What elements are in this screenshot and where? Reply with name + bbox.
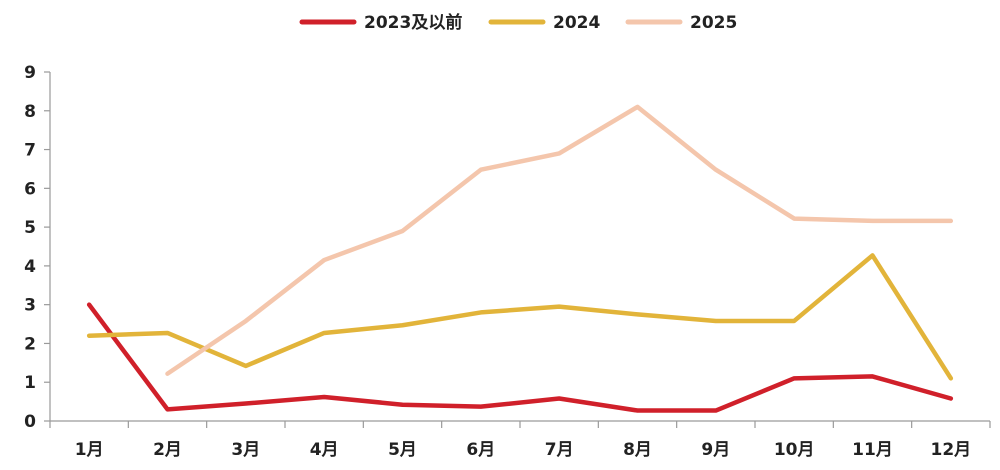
legend-item: 2024 bbox=[488, 13, 600, 33]
legend-label: 2025 bbox=[690, 13, 737, 33]
legend-item: 2025 bbox=[625, 13, 737, 33]
legend-item: 2023及以前 bbox=[299, 12, 462, 33]
x-tick-label: 11月 bbox=[852, 440, 893, 460]
legend-label: 2023及以前 bbox=[364, 12, 462, 33]
x-tick-label: 3月 bbox=[231, 440, 260, 460]
x-tick-label: 5月 bbox=[388, 440, 417, 460]
series-line bbox=[165, 104, 954, 376]
series-line bbox=[86, 302, 954, 413]
y-tick-label: 0 bbox=[24, 412, 36, 432]
x-tick-label: 8月 bbox=[623, 440, 652, 460]
x-tick-label: 12月 bbox=[930, 440, 971, 460]
x-tick-label: 2月 bbox=[153, 440, 182, 460]
chart-legend: 2023及以前 2024 2025 bbox=[299, 12, 737, 33]
y-tick-label: 6 bbox=[24, 179, 36, 199]
x-tick-label: 6月 bbox=[466, 440, 495, 460]
x-axis: 1月 2月 3月 4月 5月 6月 7月 8月 9月 10月 11月 12月 bbox=[49, 420, 991, 460]
y-tick-label: 9 bbox=[24, 63, 36, 83]
x-tick-label: 7月 bbox=[545, 440, 574, 460]
x-tick-label: 9月 bbox=[701, 440, 730, 460]
y-axis: 0 1 2 3 4 5 6 7 8 9 bbox=[24, 63, 51, 432]
y-tick-label: 4 bbox=[24, 257, 36, 277]
series-0 bbox=[86, 302, 954, 413]
x-tick-label: 4月 bbox=[310, 440, 339, 460]
series-2 bbox=[165, 104, 954, 376]
y-tick-label: 3 bbox=[24, 296, 36, 316]
y-tick-label: 8 bbox=[24, 102, 36, 122]
y-tick-label: 5 bbox=[24, 218, 36, 238]
series-layer bbox=[86, 104, 954, 413]
series-line bbox=[86, 253, 954, 381]
y-tick-label: 7 bbox=[24, 141, 36, 161]
series-1 bbox=[86, 253, 954, 381]
y-tick-label: 2 bbox=[24, 334, 36, 354]
x-tick-label: 10月 bbox=[774, 440, 815, 460]
x-tick-label: 1月 bbox=[75, 440, 104, 460]
y-tick-label: 1 bbox=[24, 373, 36, 393]
legend-label: 2024 bbox=[553, 13, 600, 33]
